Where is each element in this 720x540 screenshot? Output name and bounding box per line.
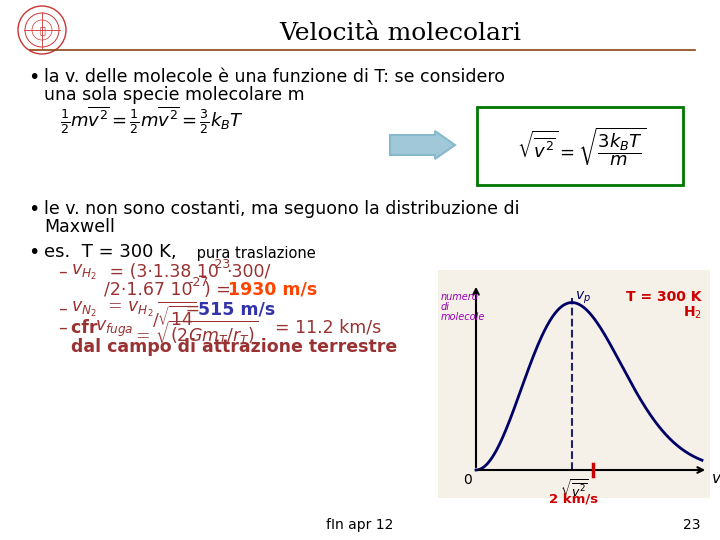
Text: Velocità molecolari: Velocità molecolari xyxy=(279,22,521,45)
Text: cfr: cfr xyxy=(71,319,104,337)
Text: $v_{fuga}$: $v_{fuga}$ xyxy=(95,319,134,339)
Text: •: • xyxy=(28,68,40,87)
Text: $v$: $v$ xyxy=(711,472,720,486)
Text: = $v_{H_2}$: = $v_{H_2}$ xyxy=(102,300,153,319)
Text: –: – xyxy=(58,319,67,337)
Text: 2 km/s: 2 km/s xyxy=(549,492,598,505)
Text: di: di xyxy=(441,302,450,312)
Text: T = 300 K: T = 300 K xyxy=(626,290,702,304)
Text: =: = xyxy=(180,300,206,318)
FancyArrow shape xyxy=(390,131,455,159)
FancyBboxPatch shape xyxy=(477,107,683,185)
Text: /$\overline{\sqrt{14}}$: /$\overline{\sqrt{14}}$ xyxy=(152,300,197,330)
Text: –: – xyxy=(58,300,67,318)
Text: = 11.2 km/s: = 11.2 km/s xyxy=(275,319,382,337)
Text: la v. delle molecole è una funzione di T: se considero: la v. delle molecole è una funzione di T… xyxy=(44,68,505,86)
Text: = (3·1.38 10: = (3·1.38 10 xyxy=(104,263,219,281)
Text: $\frac{1}{2}m\overline{v^2} = \frac{1}{2}m\overline{v^2} = \frac{3}{2}k_B T$: $\frac{1}{2}m\overline{v^2} = \frac{1}{2… xyxy=(60,104,244,136)
Text: -23: -23 xyxy=(210,258,230,271)
Text: 0: 0 xyxy=(463,473,472,487)
Text: es.  T = 300 K,: es. T = 300 K, xyxy=(44,243,176,261)
Text: $v_p$: $v_p$ xyxy=(575,290,591,306)
Text: /2·1.67 10: /2·1.67 10 xyxy=(104,281,192,299)
Text: H$_2$: H$_2$ xyxy=(683,305,702,321)
Text: 1930 m/s: 1930 m/s xyxy=(228,281,318,299)
FancyBboxPatch shape xyxy=(438,270,710,498)
Text: -27: -27 xyxy=(188,276,208,289)
Text: molecole: molecole xyxy=(441,312,485,322)
Text: una sola specie molecolare m: una sola specie molecolare m xyxy=(44,86,305,104)
Text: fIn apr 12: fIn apr 12 xyxy=(326,518,394,532)
Text: Maxwell: Maxwell xyxy=(44,218,115,236)
Text: dal campo di attrazione terrestre: dal campo di attrazione terrestre xyxy=(71,338,397,356)
Text: ) =: ) = xyxy=(204,281,236,299)
Text: •: • xyxy=(28,200,40,219)
Text: •: • xyxy=(28,243,40,262)
Text: $\sqrt{\overline{v^2}} = \sqrt{\dfrac{3k_B T}{m}}$: $\sqrt{\overline{v^2}} = \sqrt{\dfrac{3k… xyxy=(518,126,647,168)
Text: ⛪: ⛪ xyxy=(39,25,45,35)
Text: numero: numero xyxy=(441,292,479,302)
Text: ·300/: ·300/ xyxy=(226,263,271,281)
Text: $v_{N_2}$: $v_{N_2}$ xyxy=(71,300,97,319)
Text: le v. non sono costanti, ma seguono la distribuzione di: le v. non sono costanti, ma seguono la d… xyxy=(44,200,520,218)
Text: 515 m/s: 515 m/s xyxy=(198,300,275,318)
Text: 23: 23 xyxy=(683,518,700,532)
Text: –: – xyxy=(58,263,67,281)
Text: = $\sqrt{(2Gm_T/r_T)}$: = $\sqrt{(2Gm_T/r_T)}$ xyxy=(130,319,258,347)
Text: pura traslazione: pura traslazione xyxy=(192,246,316,261)
Text: $v_{H_2}$: $v_{H_2}$ xyxy=(71,263,97,282)
Text: $\sqrt{\overline{v^2}}$: $\sqrt{\overline{v^2}}$ xyxy=(559,478,588,500)
